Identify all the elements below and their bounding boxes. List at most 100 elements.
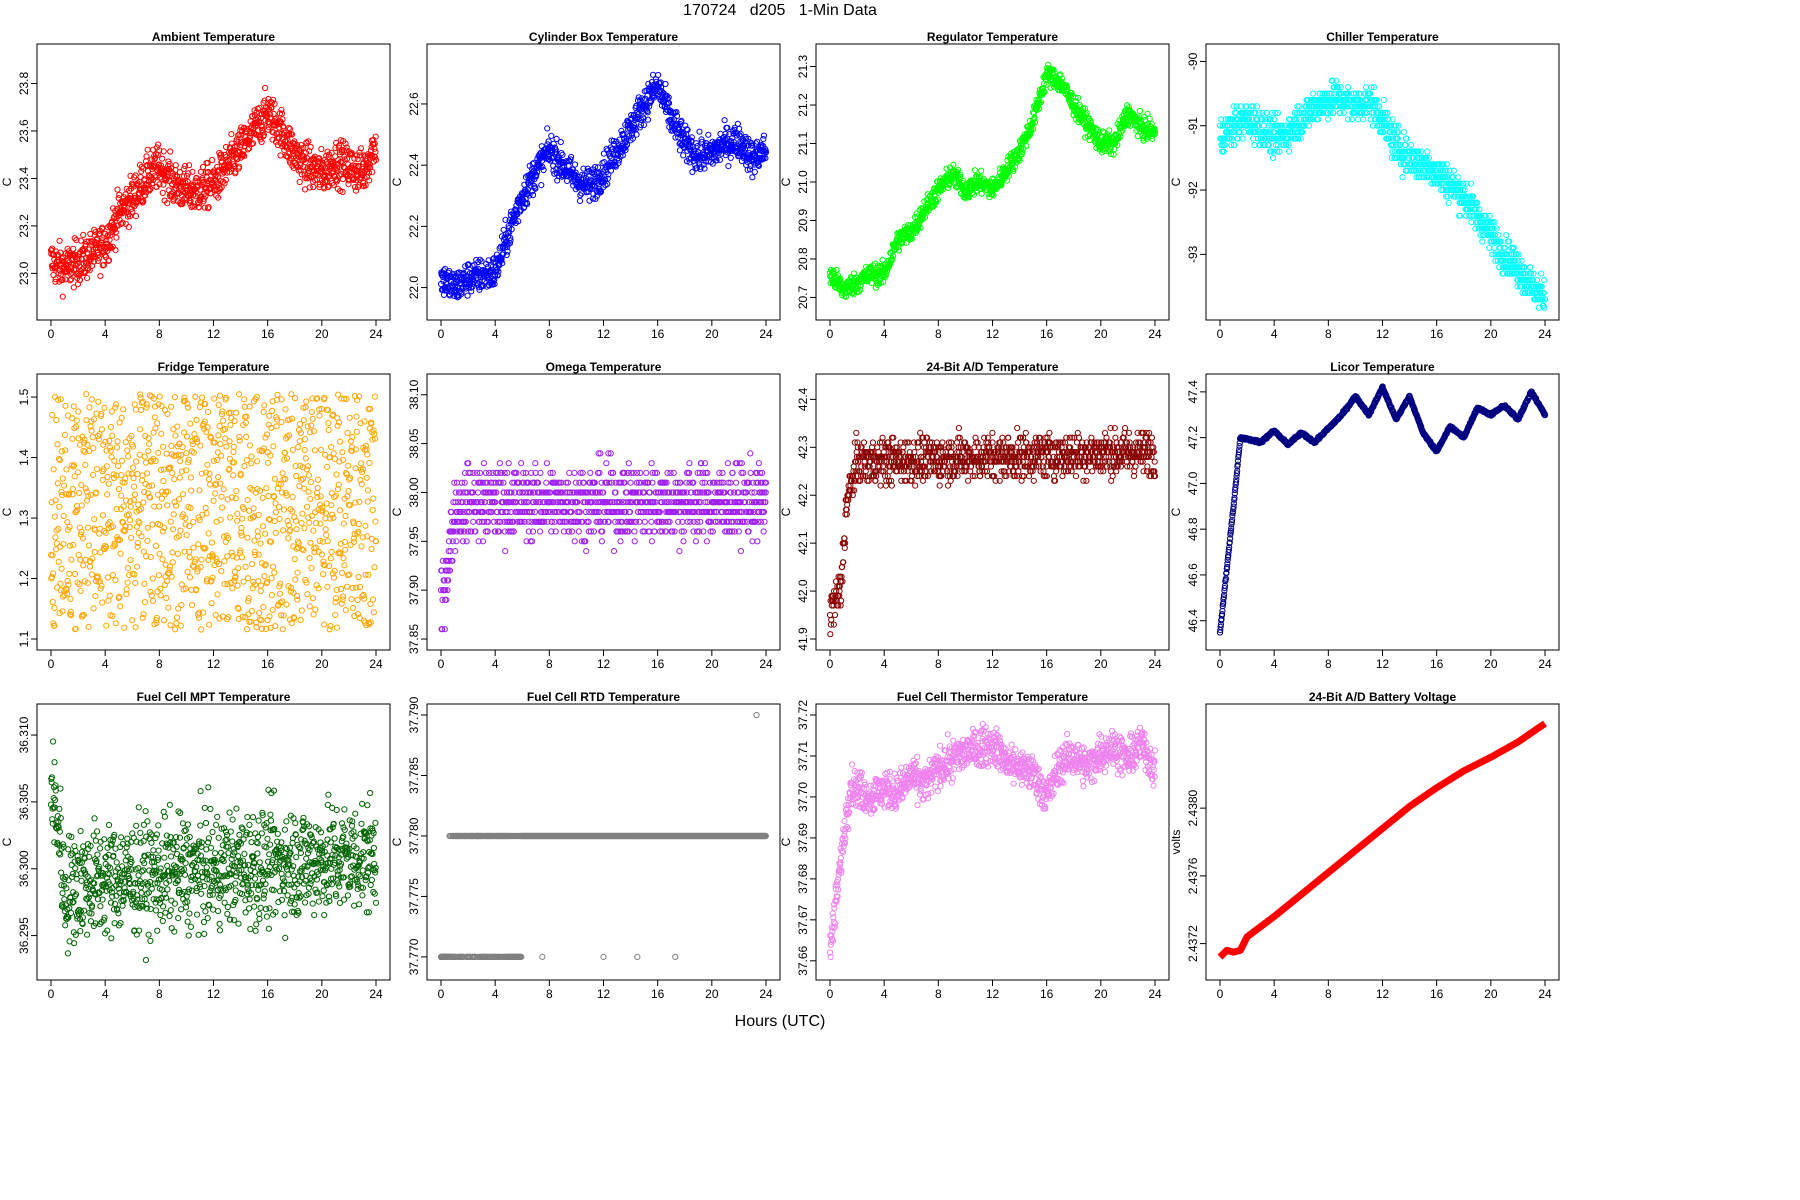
data-point — [217, 151, 225, 158]
y-tick-label: 21.1 — [796, 132, 810, 156]
data-point — [118, 414, 125, 421]
data-point — [271, 100, 278, 107]
data-point — [259, 123, 266, 130]
data-point — [68, 276, 75, 283]
data-point — [1253, 103, 1261, 110]
data-point — [49, 598, 56, 606]
data-point — [62, 402, 69, 409]
data-point — [228, 131, 235, 138]
data-point — [529, 191, 537, 199]
data-point — [86, 246, 93, 253]
data-point — [144, 470, 151, 477]
data-point — [127, 503, 134, 510]
data-point — [454, 294, 461, 301]
data-point — [751, 168, 758, 175]
data-point — [277, 152, 284, 159]
data-point — [54, 441, 61, 448]
data-point — [455, 284, 462, 291]
data-point — [288, 131, 296, 138]
data-point — [70, 284, 77, 291]
data-point — [119, 219, 126, 226]
data-point — [85, 623, 92, 630]
data-point — [131, 174, 138, 181]
data-point — [1486, 244, 1493, 251]
data-point — [1134, 133, 1141, 140]
y-tick-label: 22.4 — [407, 153, 421, 177]
data-point — [104, 574, 111, 581]
data-point — [168, 442, 175, 449]
data-point — [296, 178, 303, 186]
data-point — [355, 163, 362, 170]
data-point — [147, 176, 155, 183]
data-point — [366, 161, 373, 168]
data-point — [705, 131, 712, 138]
data-point — [209, 156, 216, 164]
data-point — [100, 261, 108, 269]
data-point — [248, 141, 255, 148]
data-point — [177, 458, 184, 465]
data-point — [140, 499, 147, 506]
plot-frame — [1205, 43, 1560, 321]
data-point — [232, 168, 239, 175]
data-point — [114, 438, 121, 445]
data-point — [544, 125, 551, 132]
x-tick-label: 20 — [315, 657, 329, 671]
data-point — [89, 571, 96, 578]
data-point — [167, 622, 174, 629]
data-point — [189, 168, 196, 175]
data-point — [1399, 174, 1406, 181]
data-point — [293, 162, 300, 169]
x-tick-label: 16 — [261, 657, 275, 671]
data-point — [1355, 116, 1362, 123]
data-point — [136, 426, 144, 433]
y-tick-label: 22.6 — [407, 92, 421, 116]
x-tick-label: 4 — [881, 327, 888, 341]
data-point — [181, 173, 188, 180]
data-point — [159, 189, 166, 196]
data-point — [734, 120, 742, 127]
data-point — [112, 247, 119, 254]
data-point — [180, 165, 187, 172]
y-tick-label: -92 — [1186, 181, 1200, 199]
figure-title: 170724 d205 1-Min Data — [683, 2, 877, 19]
data-point — [278, 110, 286, 117]
data-point — [70, 541, 77, 549]
data-point — [201, 181, 208, 188]
data-point — [314, 159, 322, 166]
data-point — [51, 604, 58, 612]
data-point — [126, 571, 133, 579]
data-point — [571, 161, 579, 168]
data-point — [179, 443, 186, 451]
data-point — [90, 445, 97, 452]
data-point — [261, 97, 268, 104]
data-point — [131, 491, 139, 498]
data-point — [218, 184, 225, 191]
data-point — [84, 524, 92, 531]
data-point — [98, 426, 106, 433]
x-tick-label: 12 — [1376, 327, 1390, 341]
data-point — [80, 562, 87, 569]
data-point — [95, 398, 102, 405]
data-point — [754, 138, 761, 145]
y-tick-label: 20.8 — [796, 247, 810, 271]
data-point — [188, 203, 195, 211]
data-point — [1479, 238, 1486, 245]
data-point — [104, 473, 111, 481]
data-point — [215, 188, 222, 195]
data-point — [1527, 264, 1534, 271]
data-point — [135, 529, 142, 537]
data-point — [241, 153, 248, 160]
data-point — [125, 224, 132, 231]
data-point — [106, 592, 113, 599]
data-point — [286, 126, 293, 133]
data-point — [126, 517, 134, 524]
data-point — [680, 152, 687, 159]
data-point — [65, 581, 72, 588]
data-point — [56, 237, 63, 244]
data-point — [95, 436, 103, 443]
x-tick-label: 0 — [827, 327, 834, 341]
x-tick-label: 20 — [1484, 327, 1498, 341]
x-tick-label: 8 — [1325, 327, 1332, 341]
data-point — [141, 580, 148, 587]
